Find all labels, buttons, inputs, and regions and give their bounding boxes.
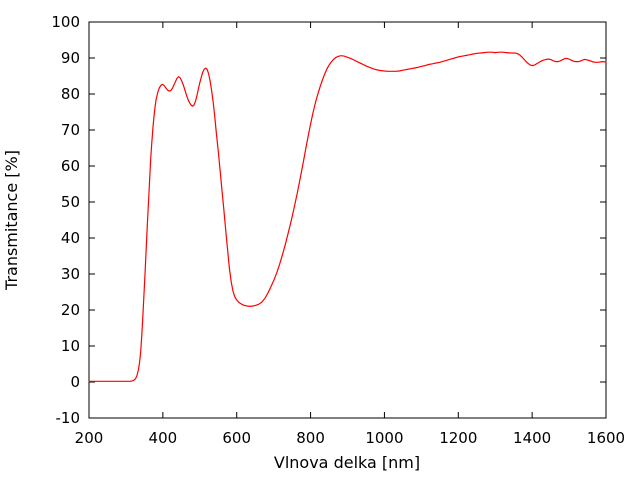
axis-tick-labels: 200 400 600 800 1000 1200 1400 1600 -10 0 10 20 30 40… <box>51 13 625 447</box>
y-tick-label: 40 <box>61 229 80 247</box>
y-tick-label: 0 <box>70 373 80 391</box>
x-tick-label: 1600 <box>587 429 625 447</box>
x-tick-label: 1000 <box>365 429 403 447</box>
y-tick-label: 20 <box>61 301 80 319</box>
y-tick-label: 80 <box>61 85 80 103</box>
y-tick-label: 50 <box>61 193 80 211</box>
x-tick-label: 1400 <box>513 429 551 447</box>
axis-ticks <box>88 21 607 419</box>
x-tick-label: 400 <box>149 429 178 447</box>
y-tick-label: 70 <box>61 121 80 139</box>
x-tick-label: 1200 <box>439 429 477 447</box>
x-tick-label: 200 <box>75 429 104 447</box>
y-tick-label: 30 <box>61 265 80 283</box>
y-tick-label: 10 <box>61 337 80 355</box>
y-tick-label: -10 <box>56 409 81 427</box>
y-tick-label: 60 <box>61 157 80 175</box>
y-tick-label: 90 <box>61 49 80 67</box>
x-tick-label: 600 <box>222 429 251 447</box>
plot-frame <box>88 21 607 419</box>
y-axis-title: Transmitance [%] <box>2 150 21 291</box>
x-tick-label: 800 <box>296 429 325 447</box>
x-axis-title: Vlnova delka [nm] <box>274 453 420 472</box>
y-tick-label: 100 <box>51 13 80 31</box>
transmittance-curve <box>88 51 607 382</box>
